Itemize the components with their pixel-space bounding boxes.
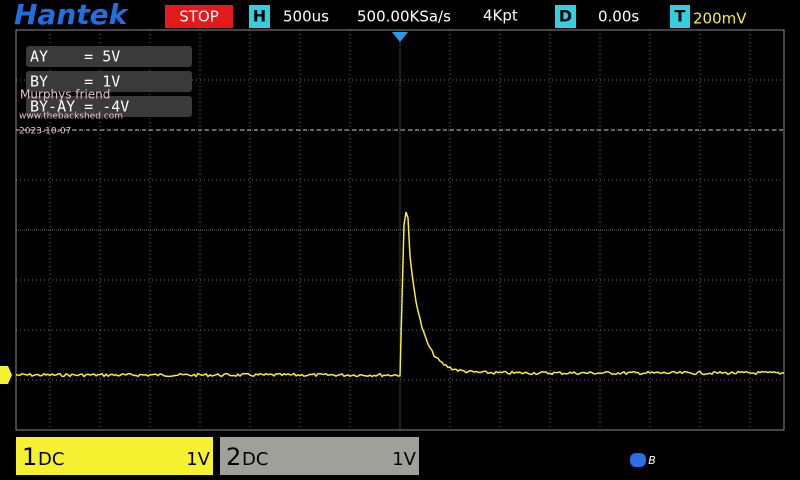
cursor-readout: BY = 1V xyxy=(30,73,120,91)
channel-number[interactable]: 1 xyxy=(22,443,37,471)
channel-number[interactable]: 2 xyxy=(226,443,241,471)
channel-1-box[interactable] xyxy=(16,437,213,475)
timebase: 500us xyxy=(283,8,329,26)
watermark-date: 2023-10-07 xyxy=(19,127,71,137)
status[interactable]: STOP xyxy=(179,8,219,26)
status-icon-bg xyxy=(630,453,646,467)
status-box[interactable] xyxy=(165,5,233,28)
h-label: H xyxy=(253,7,266,26)
d-label: D xyxy=(559,7,572,26)
channel-scale[interactable]: 1V xyxy=(186,449,210,470)
cursor-readout: AY = 5V xyxy=(30,48,120,66)
channel-coupling[interactable]: DC xyxy=(242,449,268,470)
cursor-box xyxy=(26,71,192,92)
channel-scale[interactable]: 1V xyxy=(392,449,416,470)
cursor-box xyxy=(26,96,192,117)
waveform-trace xyxy=(16,211,785,378)
d-box xyxy=(555,5,576,28)
trigger-level: 200mV xyxy=(693,10,747,28)
status-icon: B xyxy=(648,454,656,467)
channel-coupling[interactable]: DC xyxy=(38,449,64,470)
cursor-readout: BY-AY = -4V xyxy=(30,98,129,116)
t-label: T xyxy=(675,7,686,26)
h-box xyxy=(249,5,270,28)
trigger-position-marker[interactable] xyxy=(392,32,408,42)
channel-1-marker[interactable] xyxy=(0,366,12,384)
channel-2-box[interactable] xyxy=(220,437,419,475)
watermark-site: www.thebackshed.com xyxy=(19,112,123,122)
cursor-box xyxy=(26,46,192,67)
t-box xyxy=(670,5,690,28)
memory: 4Kpt xyxy=(483,7,518,25)
graticule-border xyxy=(15,29,785,431)
brand: Hantek xyxy=(14,0,130,31)
watermark-name: Murphys friend xyxy=(20,88,110,102)
sample-rate: 500.00KSa/s xyxy=(357,8,451,26)
delay: 0.00s xyxy=(598,8,639,26)
